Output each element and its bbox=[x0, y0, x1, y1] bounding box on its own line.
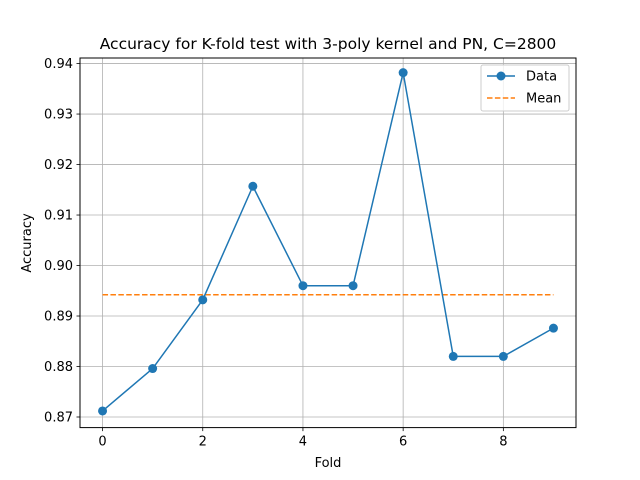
data-point bbox=[198, 295, 208, 305]
x-tick-label: 8 bbox=[499, 435, 507, 450]
chart-title: Accuracy for K-fold test with 3-poly ker… bbox=[100, 35, 557, 53]
legend: Data Mean bbox=[480, 64, 570, 112]
legend-label-mean: Mean bbox=[526, 92, 561, 107]
y-tick-label: 0.90 bbox=[44, 259, 73, 274]
y-tick-label: 0.94 bbox=[44, 57, 73, 72]
data-point bbox=[448, 351, 458, 361]
data-point bbox=[548, 323, 558, 333]
data-point bbox=[498, 351, 508, 361]
data-series-line bbox=[102, 71, 554, 412]
data-point bbox=[298, 281, 308, 291]
data-point bbox=[398, 68, 408, 78]
legend-label-data: Data bbox=[526, 70, 557, 85]
y-axis-title: Accuracy bbox=[20, 213, 35, 273]
y-tick-label: 0.91 bbox=[44, 209, 73, 224]
x-tick-label: 6 bbox=[399, 435, 407, 450]
data-point bbox=[348, 281, 358, 291]
y-tick-label: 0.93 bbox=[44, 108, 73, 123]
plot-frame bbox=[79, 57, 577, 429]
x-tick-label: 2 bbox=[199, 435, 207, 450]
x-axis-title: Fold bbox=[315, 456, 342, 471]
plot-series bbox=[98, 68, 558, 416]
x-tick-label: 0 bbox=[98, 435, 106, 450]
y-tick-label: 0.87 bbox=[44, 410, 73, 425]
data-point bbox=[98, 406, 108, 416]
axis-ticks: 0 2 4 6 8 0.87 0.88 0.89 0.90 0.91 0.92 0.93 0.94 bbox=[44, 57, 507, 450]
x-tick-label: 4 bbox=[299, 435, 307, 450]
y-tick-label: 0.89 bbox=[44, 310, 73, 325]
grid-lines bbox=[80, 58, 576, 428]
y-tick-label: 0.92 bbox=[44, 158, 73, 173]
data-point bbox=[148, 364, 158, 374]
data-point bbox=[248, 181, 258, 191]
legend-data-marker bbox=[496, 71, 506, 81]
y-tick-label: 0.88 bbox=[44, 360, 73, 375]
